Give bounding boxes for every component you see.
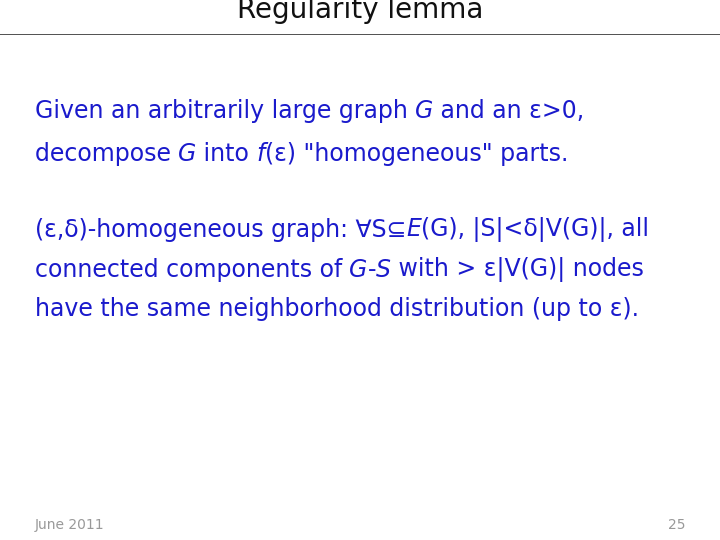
Text: -: - bbox=[368, 258, 376, 282]
Text: have the same neighborhood distribution (up to ε).: have the same neighborhood distribution … bbox=[35, 297, 639, 321]
Text: f: f bbox=[257, 142, 265, 166]
Text: Given an arbitrarily large graph: Given an arbitrarily large graph bbox=[35, 99, 415, 123]
Text: G: G bbox=[415, 99, 433, 123]
Text: G: G bbox=[349, 258, 368, 282]
Text: June 2011: June 2011 bbox=[35, 518, 104, 532]
Text: S: S bbox=[376, 258, 391, 282]
Text: E: E bbox=[406, 218, 420, 241]
Text: decompose: decompose bbox=[35, 142, 178, 166]
Text: 25: 25 bbox=[668, 518, 685, 532]
Text: Regularity lemma: Regularity lemma bbox=[237, 0, 483, 24]
Text: G: G bbox=[178, 142, 197, 166]
Text: and an ε>0,: and an ε>0, bbox=[433, 99, 585, 123]
Text: connected components of: connected components of bbox=[35, 258, 349, 282]
Text: into: into bbox=[197, 142, 257, 166]
Text: (G), |S|<δ|V(G)|, all: (G), |S|<δ|V(G)|, all bbox=[420, 217, 649, 242]
Text: with > ε|V(G)| nodes: with > ε|V(G)| nodes bbox=[391, 258, 644, 282]
Text: (ε,δ)-homogeneous graph: ∀S⊆: (ε,δ)-homogeneous graph: ∀S⊆ bbox=[35, 218, 406, 241]
Text: (ε) "homogeneous" parts.: (ε) "homogeneous" parts. bbox=[265, 142, 568, 166]
